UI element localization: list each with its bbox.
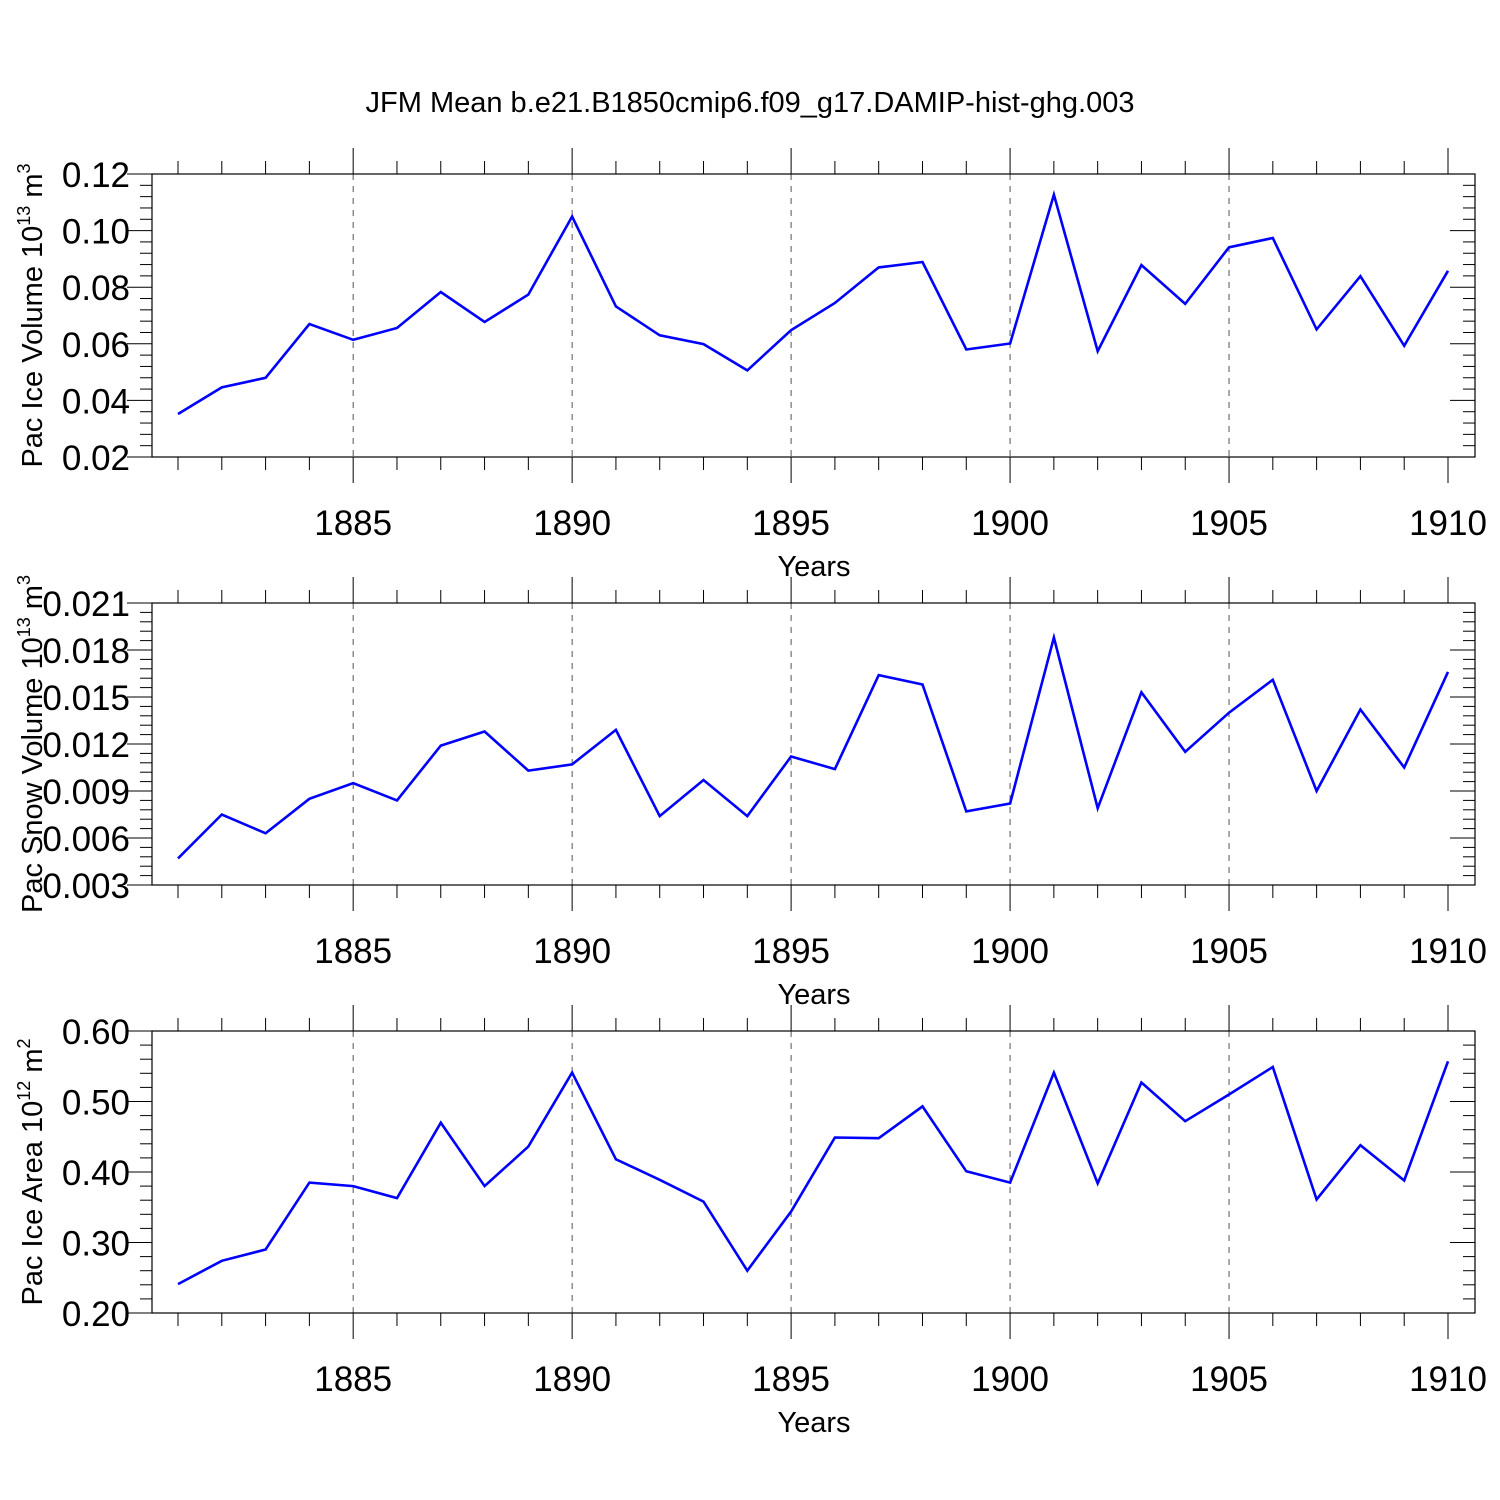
y-tick-label: 0.018	[42, 632, 130, 671]
x-axis-title: Years	[777, 1407, 850, 1439]
y-axis-title-exponent: 13	[14, 617, 34, 637]
y-axis-title-text: Pac Snow Volume 10	[17, 637, 49, 913]
y-tick-label: 0.009	[42, 773, 130, 812]
x-tick-label: 1885	[314, 932, 392, 971]
y-axis-title-text: Pac Ice Volume 10	[17, 226, 49, 468]
series-line	[177, 632, 1450, 860]
figure-title: JFM Mean b.e21.B1850cmip6.f09_g17.DAMIP-…	[366, 87, 1135, 119]
y-tick-label: 0.60	[62, 1013, 130, 1052]
y-axis-title-text: Pac Ice Area 10	[17, 1101, 49, 1306]
plot-frame	[151, 173, 1476, 458]
x-tick-label: 1890	[533, 1360, 611, 1399]
y-tick-label: 0.015	[42, 679, 130, 718]
chart-panel-2: 1885 1890 1895 1900 1905 1910 0.003 0.006 0.009 0…	[14, 575, 1487, 1011]
x-axis-title: Years	[777, 551, 850, 583]
y-axis-title-unit-exponent: 3	[14, 163, 34, 173]
y-tick-label: 0.40	[62, 1154, 130, 1193]
series-line	[177, 189, 1450, 416]
y-axis-title-unit-exponent: 3	[14, 575, 34, 585]
y-tick-label: 0.04	[62, 382, 130, 421]
y-tick-label: 0.20	[62, 1295, 130, 1334]
y-axis-title: Pac Ice Area 1012 m2	[14, 1038, 49, 1305]
x-tick-label: 1910	[1409, 932, 1487, 971]
x-tick-label: 1910	[1409, 504, 1487, 543]
y-tick-label: 0.12	[62, 156, 130, 195]
x-tick-label: 1900	[971, 504, 1049, 543]
x-tick-label: 1905	[1190, 504, 1268, 543]
x-tick-label: 1910	[1409, 1360, 1487, 1399]
y-tick-label: 0.50	[62, 1084, 130, 1123]
x-tick-label: 1895	[752, 932, 830, 971]
y-tick-label: 0.30	[62, 1225, 130, 1264]
x-tick-label: 1885	[314, 504, 392, 543]
y-axis-title-unit-exponent: 2	[14, 1038, 34, 1048]
y-axis-title-unit: m	[17, 1049, 49, 1081]
chart-panel-3: 1885 1890 1895 1900 1905 1910 0.20 0.30 0.40 0.50…	[14, 1005, 1487, 1439]
series-line	[177, 1060, 1450, 1286]
y-axis-title-unit: m	[17, 585, 49, 617]
x-tick-label: 1905	[1190, 1360, 1268, 1399]
y-tick-label: 0.012	[42, 726, 130, 765]
x-tick-label: 1895	[752, 504, 830, 543]
x-tick-label: 1905	[1190, 932, 1268, 971]
x-axis-title: Years	[777, 979, 850, 1011]
y-axis-title: Pac Snow Volume 1013 m3	[14, 575, 49, 913]
x-tick-label: 1895	[752, 1360, 830, 1399]
chart-panel-1: 1885 1890 1895 1900 1905 1910 0.02 0.04 0.06 0.08…	[14, 148, 1487, 583]
y-tick-label: 0.02	[62, 439, 130, 478]
x-tick-label: 1890	[533, 932, 611, 971]
y-axis-title: Pac Ice Volume 1013 m3	[14, 163, 49, 467]
y-tick-label: 0.06	[62, 326, 130, 365]
x-tick-label: 1885	[314, 1360, 392, 1399]
y-axis-title-unit: m	[17, 173, 49, 205]
x-tick-label: 1900	[971, 1360, 1049, 1399]
y-tick-label: 0.021	[42, 585, 130, 624]
x-tick-label: 1890	[533, 504, 611, 543]
y-axis-title-exponent: 13	[14, 206, 34, 226]
y-tick-label: 0.003	[42, 867, 130, 906]
y-axis-title-exponent: 12	[14, 1081, 34, 1101]
y-tick-label: 0.10	[62, 213, 130, 252]
x-tick-label: 1900	[971, 932, 1049, 971]
y-tick-label: 0.006	[42, 820, 130, 859]
y-tick-label: 0.08	[62, 269, 130, 308]
